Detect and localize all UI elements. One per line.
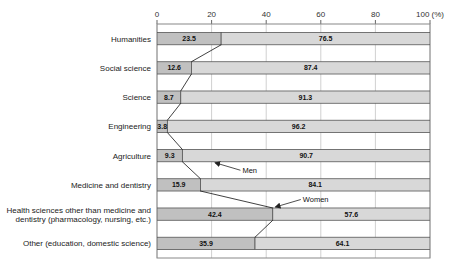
category-label: Engineering (108, 122, 151, 131)
connector-line (191, 45, 221, 62)
bar (157, 179, 200, 191)
category-label-line: Agriculture (113, 152, 152, 161)
bar (157, 91, 181, 103)
bar (157, 149, 182, 161)
category-label: Medicine and dentistry (71, 181, 151, 190)
bar (200, 179, 430, 191)
annotations: Men Women (215, 163, 328, 207)
connector-line (181, 74, 192, 91)
annotation: Women (303, 195, 329, 204)
connector-line (167, 133, 182, 150)
grid-line (375, 24, 376, 258)
tick-label: 80 (371, 10, 380, 19)
data-label: 90.7 (299, 152, 313, 159)
tick-label: 0 (155, 10, 160, 19)
tick-mark (320, 20, 321, 24)
annotation: Men (242, 166, 257, 175)
category-labels: Humanities Social science Science Engineeri… (6, 35, 151, 249)
data-label: 15.9 (172, 181, 186, 188)
bar (273, 208, 430, 220)
grid-line (211, 24, 212, 258)
category-label-line: Medicine and dentistry (71, 181, 151, 190)
category-label: Other (education, domestic science) (23, 239, 151, 248)
connector-line (255, 220, 273, 237)
tick-label: 20 (207, 10, 216, 19)
bar (157, 208, 273, 220)
data-label: 96.2 (292, 123, 306, 130)
data-label: 23.5 (182, 35, 196, 42)
tick-label: 60 (316, 10, 325, 19)
bar (157, 32, 221, 44)
connector-line (182, 162, 200, 179)
category-label-line: Other (education, domestic science) (23, 239, 151, 248)
tick-mark (375, 20, 376, 24)
bar (181, 91, 430, 103)
tick-mark (266, 20, 267, 24)
category-label: Health sciences other than medicine andd… (6, 206, 151, 224)
connector-line (167, 103, 180, 120)
annotation-arrow (215, 163, 240, 170)
category-label: Agriculture (113, 152, 152, 161)
data-labels: 23.5 76.5 12.6 87.4 8.7 91.3 3.8 96.2 9.3 90.7 15.… (157, 35, 358, 247)
data-label: 35.9 (199, 240, 213, 247)
category-label-line: Health sciences other than medicine and (6, 206, 151, 215)
data-label: 64.1 (336, 240, 350, 247)
data-label: 3.8 (157, 123, 167, 130)
category-label: Social science (100, 64, 152, 73)
tick-label: 40 (262, 10, 271, 19)
category-label: Humanities (111, 35, 151, 44)
plot-frame (157, 24, 430, 258)
bar (157, 120, 167, 132)
grid-line (266, 24, 267, 258)
bars (157, 32, 430, 249)
data-label: 84.1 (308, 181, 322, 188)
data-label: 8.7 (164, 94, 174, 101)
category-label-line: Social science (100, 64, 152, 73)
tick-mark (157, 20, 158, 24)
grid-line (320, 24, 321, 258)
data-label: 12.6 (167, 64, 181, 71)
category-label-line: Engineering (108, 122, 151, 131)
x-axis: 0 20 40 60 80 100 (%) (155, 10, 445, 24)
tick-mark (430, 20, 431, 24)
data-label: 87.4 (304, 64, 318, 71)
bar (221, 32, 430, 44)
chart-container: Humanities Social science Science Engineeri… (0, 0, 450, 266)
chart: Humanities Social science Science Engineeri… (0, 0, 450, 266)
bar (182, 149, 430, 161)
bar (191, 62, 430, 74)
tick-mark (211, 20, 212, 24)
category-label-line: Science (123, 93, 152, 102)
category-label-line: dentistry (pharmacology, nursing, etc.) (16, 215, 152, 224)
tick-label: 100 (%) (416, 10, 444, 19)
annotation-arrow (275, 200, 300, 207)
grid (157, 24, 430, 258)
data-label: 42.4 (208, 211, 222, 218)
connectors (167, 45, 272, 237)
bar (157, 62, 191, 74)
data-label: 91.3 (299, 94, 313, 101)
bar (255, 237, 430, 249)
data-label: 57.6 (345, 211, 359, 218)
data-label: 76.5 (319, 35, 333, 42)
category-label: Science (123, 93, 152, 102)
category-label-line: Humanities (111, 35, 151, 44)
connector-line (200, 191, 272, 208)
bar (157, 237, 255, 249)
bar (167, 120, 430, 132)
data-label: 9.3 (165, 152, 175, 159)
